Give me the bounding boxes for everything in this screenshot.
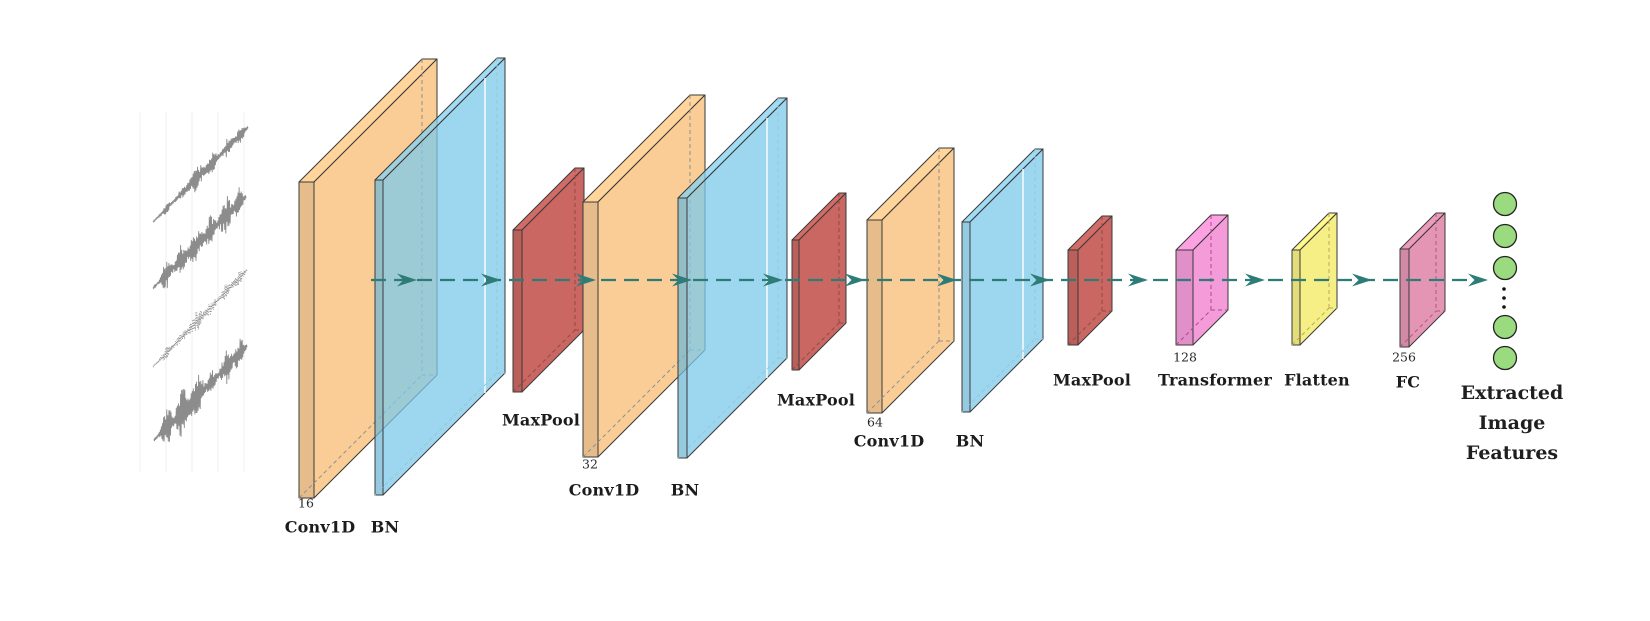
layer-label-maxpool-2: MaxPool: [776, 390, 856, 410]
layer-conv1d-3: [866, 147, 955, 414]
extracted-features-line1: Extracted: [1460, 382, 1564, 404]
layer-bn-2: [677, 97, 788, 459]
feature-node-icon: [1492, 223, 1518, 249]
layer-label-transformer: Transformer: [1158, 370, 1272, 390]
layer-label-conv1d-2: Conv1D: [568, 480, 640, 500]
flow-arrowhead-icon: [672, 273, 692, 287]
layer-fc: [1399, 212, 1446, 348]
feature-node-icon: [1492, 255, 1518, 281]
flow-arrowhead-icon: [576, 273, 596, 287]
ellipsis-dot-icon: [1502, 287, 1506, 291]
layer-label-conv1d-1: Conv1D: [284, 517, 356, 537]
input-signals: [139, 112, 249, 472]
feature-node-icon: [1492, 314, 1518, 340]
layer-label-bn-2: BN: [670, 480, 700, 500]
layer-bn-1: [374, 57, 506, 496]
feature-node-icon: [1492, 345, 1518, 371]
layer-size-conv1d-2: 32: [582, 456, 598, 472]
layer-maxpool-1: [512, 167, 585, 393]
flow-arrowhead-icon: [937, 273, 957, 287]
waveform-2-icon: [152, 187, 247, 290]
extracted-features-line2: Image: [1478, 412, 1546, 434]
flow-arrowhead-icon: [1128, 273, 1148, 287]
layer-label-bn-1: BN: [370, 517, 400, 537]
waveform-4-icon: [153, 338, 248, 442]
feature-node-icon: [1492, 191, 1518, 217]
layer-size-fc: 256: [1392, 349, 1416, 365]
flow-arrowhead-icon: [1468, 273, 1488, 287]
layer-label-maxpool-1: MaxPool: [501, 410, 581, 430]
layer-size-transformer: 128: [1173, 349, 1197, 365]
layer-label-conv1d-3: Conv1D: [853, 431, 925, 451]
layer-label-fc: FC: [1395, 372, 1421, 392]
layer-maxpool-2: [791, 192, 847, 371]
extracted-features-line3: Features: [1465, 442, 1559, 464]
waveform-3-icon: [152, 267, 248, 369]
flow-arrowhead-icon: [1030, 273, 1050, 287]
ellipsis-dot-icon: [1502, 296, 1506, 300]
extracted-features-label: Extracted Image Features: [1461, 378, 1564, 468]
ellipsis-dot-icon: [1502, 305, 1506, 309]
flow-arrowhead-icon: [1352, 273, 1372, 287]
waveform-1-icon: [152, 126, 249, 223]
layer-size-conv1d-1: 16: [298, 495, 314, 511]
layer-label-flatten: Flatten: [1284, 370, 1350, 390]
flow-arrowhead-icon: [481, 273, 501, 287]
flow-arrowhead-icon: [763, 273, 783, 287]
flow-arrowhead-icon: [1245, 273, 1265, 287]
layer-size-conv1d-3: 64: [867, 414, 883, 430]
layer-label-bn-3: BN: [955, 431, 985, 451]
flow-arrowhead-icon: [845, 273, 865, 287]
flow-arrow: [371, 273, 1488, 287]
output-feature-nodes: [1492, 191, 1518, 371]
layer-label-maxpool-3: MaxPool: [1052, 370, 1132, 390]
flow-arrowhead-icon: [397, 273, 417, 287]
